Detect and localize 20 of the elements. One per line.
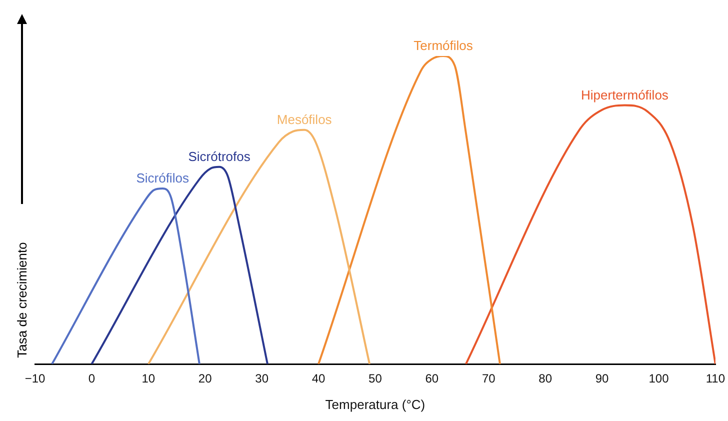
series-label: Sicrótrofos [188,148,251,164]
x-tick-label: 40 [312,372,326,386]
x-tick-label: 20 [198,372,212,386]
x-tick-label: 0 [88,372,96,386]
x-tick-label: 100 [648,372,670,386]
x-tick-label: 30 [255,372,269,386]
x-tick-label: 80 [538,372,552,386]
series-label: Sicrófilos [136,170,190,186]
x-tick-label: 110 [706,372,726,386]
x-tick-label: 70 [482,372,496,386]
x-tick-label: 50 [368,372,382,386]
y-axis-title: Tasa de crecimiento [14,242,30,358]
x-axis-title: Temperatura (°C) [325,396,426,412]
x-tick-label: 90 [595,372,610,386]
x-tick-label: −10 [24,372,46,386]
x-tick-label: 10 [142,372,156,386]
series-label: Mesófilos [276,112,332,127]
x-tick-label: 60 [425,372,439,386]
series-label: Hipertermófilos [581,87,669,102]
series-label: Termófilos [414,38,474,54]
